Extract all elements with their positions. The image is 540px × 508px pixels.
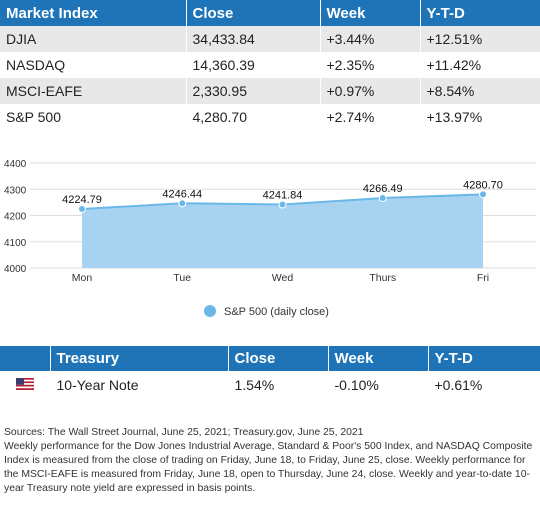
header-week: Week: [328, 346, 429, 371]
y-tick-label: 4100: [4, 238, 27, 249]
data-markers: [78, 190, 487, 213]
index-close: 2,330.95: [186, 78, 321, 104]
index-close: 14,360.39: [186, 52, 321, 78]
index-week: +3.44%: [320, 26, 421, 52]
treasury-table-header-row: Treasury Close Week Y-T-D: [0, 346, 540, 371]
sources-note: Sources: The Wall Street Journal, June 2…: [4, 427, 364, 438]
treasury-ytd: +0.61%: [428, 371, 540, 399]
index-ytd: +13.97%: [420, 104, 540, 130]
x-tick-label: Mon: [72, 272, 93, 284]
index-ytd: +11.42%: [420, 52, 540, 78]
data-label: 4280.70: [463, 179, 503, 191]
index-name: S&P 500: [0, 104, 187, 130]
table-row: S&P 500 4,280.70 +2.74% +13.97%: [0, 104, 540, 130]
index-close: 4,280.70: [186, 104, 321, 130]
data-label: 4266.49: [363, 183, 403, 195]
index-name: NASDAQ: [0, 52, 187, 78]
sp500-area-chart: 4000 4100 4200 4300 4400 4224.79 4246.44 4241.…: [4, 159, 536, 318]
header-treasury: Treasury: [50, 346, 229, 371]
market-index-table: Market Index Close Week Y-T-D DJIA 34,43…: [0, 0, 540, 130]
x-tick-label: Wed: [272, 272, 294, 284]
sp500-area: [82, 194, 483, 268]
x-tick-label: Fri: [477, 272, 489, 284]
data-point: [178, 199, 187, 208]
header-week: Week: [320, 0, 421, 26]
data-label: 4246.44: [162, 188, 202, 200]
market-table-header-row: Market Index Close Week Y-T-D: [0, 0, 540, 26]
x-tick-label: Thurs: [369, 272, 396, 284]
data-label: 4241.84: [263, 190, 303, 202]
header-close: Close: [186, 0, 321, 26]
index-ytd: +12.51%: [420, 26, 540, 52]
y-tick-label: 4200: [4, 212, 27, 223]
index-name: MSCI-EAFE: [0, 78, 187, 104]
legend-label: S&P 500 (daily close): [224, 306, 329, 318]
y-tick-label: 4000: [4, 264, 27, 275]
y-tick-label: 4300: [4, 185, 27, 196]
treasury-week: -0.10%: [328, 371, 429, 399]
index-ytd: +8.54%: [420, 78, 540, 104]
data-point: [278, 200, 287, 209]
methodology-note: Weekly performance for the Dow Jones Ind…: [4, 441, 533, 494]
header-market-index: Market Index: [0, 0, 187, 26]
y-axis-tick-labels: 4000 4100 4200 4300 4400: [4, 159, 27, 275]
y-tick-label: 4400: [4, 159, 27, 170]
flag-cell: [0, 371, 51, 399]
data-point: [78, 204, 86, 213]
legend-marker: [204, 305, 216, 317]
index-close: 34,433.84: [186, 26, 321, 52]
footnotes: Sources: The Wall Street Journal, June 2…: [4, 426, 538, 496]
x-axis-tick-labels: Mon Tue Wed Thurs Fri: [72, 272, 489, 284]
data-labels: 4224.79 4246.44 4241.84 4266.49 4280.70: [62, 179, 503, 206]
header-flag-spacer: [0, 346, 51, 371]
treasury-table: Treasury Close Week Y-T-D 10-Year Note 1…: [0, 346, 540, 399]
data-label: 4224.79: [62, 194, 102, 206]
table-row: DJIA 34,433.84 +3.44% +12.51%: [0, 26, 540, 52]
data-point: [479, 190, 487, 199]
header-close: Close: [228, 346, 329, 371]
index-name: DJIA: [0, 26, 187, 52]
index-week: +0.97%: [320, 78, 421, 104]
header-ytd: Y-T-D: [428, 346, 540, 371]
index-week: +2.74%: [320, 104, 421, 130]
table-row: NASDAQ 14,360.39 +2.35% +11.42%: [0, 52, 540, 78]
x-tick-label: Tue: [173, 272, 191, 284]
treasury-name: 10-Year Note: [50, 371, 229, 399]
header-ytd: Y-T-D: [420, 0, 540, 26]
table-row: 10-Year Note 1.54% -0.10% +0.61%: [0, 371, 540, 399]
data-point: [378, 194, 387, 203]
treasury-close: 1.54%: [228, 371, 329, 399]
us-flag-icon: [15, 378, 34, 390]
chart-legend: S&P 500 (daily close): [204, 305, 329, 318]
index-week: +2.35%: [320, 52, 421, 78]
table-row: MSCI-EAFE 2,330.95 +0.97% +8.54%: [0, 78, 540, 104]
